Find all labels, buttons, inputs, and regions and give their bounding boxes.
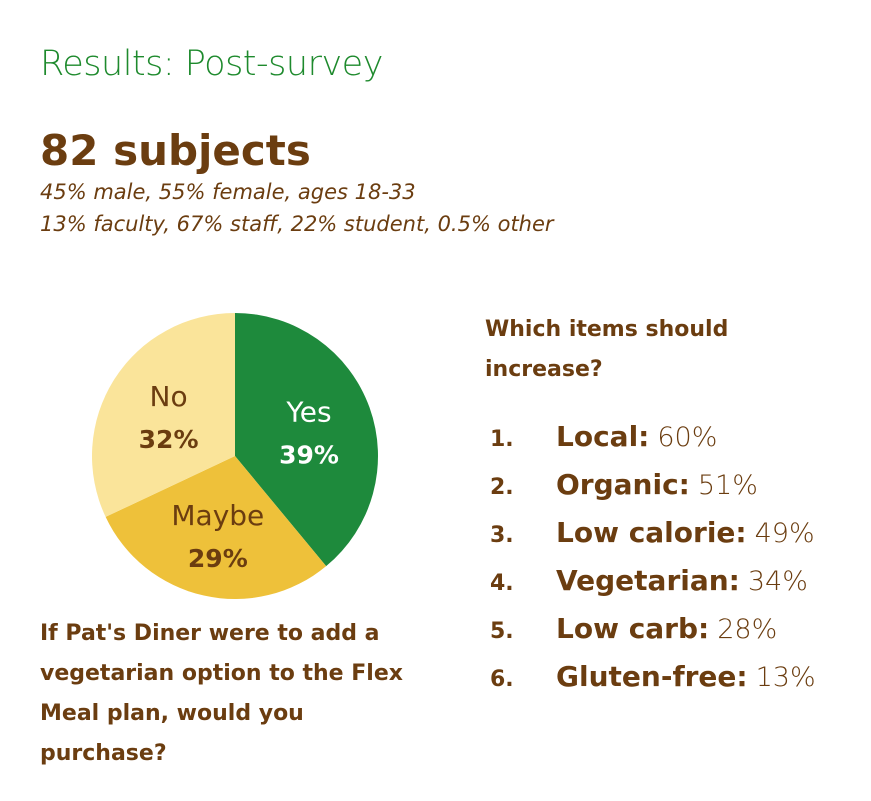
item-rank: 6. (490, 667, 514, 692)
item-rank: 4. (490, 571, 514, 596)
pie-slice-yes (235, 313, 378, 567)
item-label: Low calorie: (556, 516, 747, 549)
list-item: 1. Local: 60% (490, 420, 816, 468)
page-title: Results: Post-survey (40, 44, 383, 84)
pie-slice-label: No (150, 380, 188, 413)
item-value: 49% (754, 518, 815, 549)
pie-slice-value: 29% (188, 544, 248, 573)
item-rank: 3. (490, 523, 514, 548)
demographics-gender-age: 45% male, 55% female, ages 18-33 (40, 180, 416, 204)
item-label: Low carb: (556, 612, 710, 645)
item-value: 28% (717, 614, 778, 645)
item-label: Organic: (556, 468, 690, 501)
item-value: 13% (755, 662, 816, 693)
item-value: 51% (697, 470, 758, 501)
list-item: 3. Low calorie: 49% (490, 516, 816, 564)
items-list-title: Which items should increase? (485, 317, 729, 382)
items-ranked-list: 1. Local: 60% 2. Organic: 51% 3. Low cal… (490, 420, 816, 708)
pie-question: If Pat's Diner were to add a vegetarian … (40, 621, 403, 766)
list-item: 4. Vegetarian: 34% (490, 564, 816, 612)
item-label: Gluten-free: (556, 660, 748, 693)
list-item: 5. Low carb: 28% (490, 612, 816, 660)
pie-slice-label: Maybe (171, 499, 264, 532)
item-rank: 2. (490, 475, 514, 500)
subjects-count: 82 subjects (40, 126, 311, 175)
item-value: 60% (657, 422, 718, 453)
pie-slice-value: 32% (139, 425, 199, 454)
pie-slice-no (91, 313, 235, 517)
item-label: Vegetarian: (556, 564, 740, 597)
item-value: 34% (747, 566, 808, 597)
purchase-pie-chart: Yes 39% Maybe 29% No 32% (91, 313, 378, 599)
item-rank: 5. (490, 619, 514, 644)
demographics-roles: 13% faculty, 67% staff, 22% student, 0.5… (40, 212, 554, 236)
item-rank: 1. (490, 427, 514, 452)
pie-slice-value: 39% (279, 440, 339, 469)
list-item: 6. Gluten-free: 13% (490, 660, 816, 708)
item-label: Local: (556, 420, 650, 453)
pie-slice-label: Yes (285, 395, 331, 428)
list-item: 2. Organic: 51% (490, 468, 816, 516)
pie-slice-maybe (105, 456, 327, 599)
